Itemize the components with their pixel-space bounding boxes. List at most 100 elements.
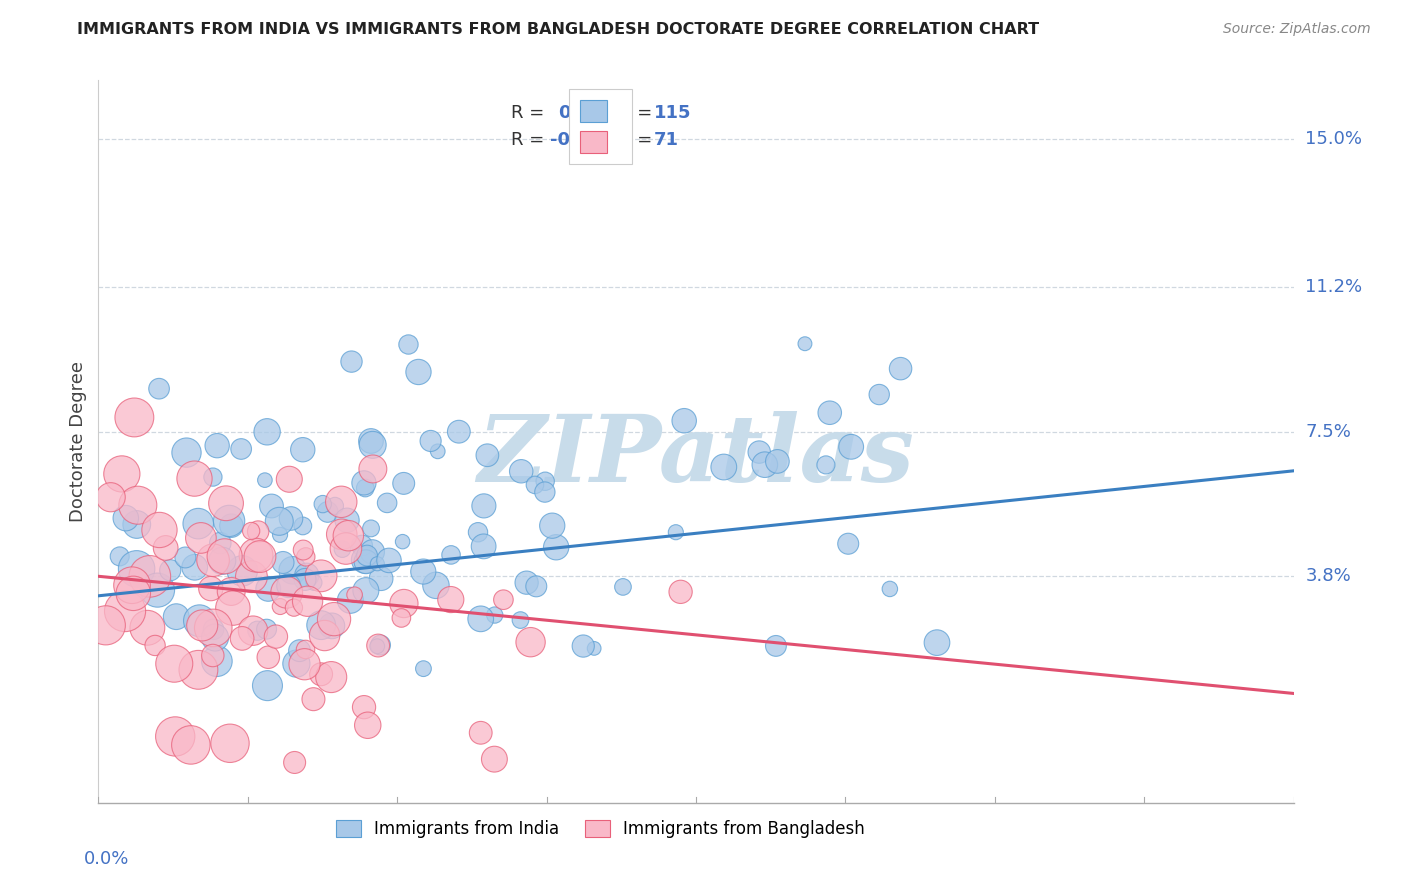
Point [302,692,325,706]
Point [202,622,225,636]
Point [211,554,233,568]
Point [330,495,353,509]
Point [253,473,276,487]
Point [260,499,283,513]
Point [839,440,862,454]
Text: 0.353: 0.353 [558,103,616,122]
Point [352,539,374,553]
Point [125,517,148,532]
Point [794,336,817,351]
Point [240,569,263,583]
Point [360,434,382,448]
Text: IMMIGRANTS FROM INDIA VS IMMIGRANTS FROM BANGLADESH DOCTORATE DEGREE CORRELATION: IMMIGRANTS FROM INDIA VS IMMIGRANTS FROM… [77,22,1039,37]
Point [205,439,228,453]
Point [370,572,392,586]
Point [890,361,912,376]
Point [748,445,770,459]
Point [673,414,696,428]
Point [354,481,377,495]
Point [314,628,336,642]
Point [470,726,492,740]
Point [426,444,449,458]
Point [375,496,398,510]
Point [187,663,209,677]
Point [277,579,299,593]
Point [295,568,318,582]
Point [335,541,357,556]
Point [281,563,304,577]
Point [353,475,375,490]
Point [143,639,166,653]
Point [361,545,384,559]
Text: 0.0%: 0.0% [83,850,129,868]
Point [183,472,205,486]
Point [366,557,388,571]
Point [221,518,243,533]
Point [484,608,506,623]
Point [159,563,181,577]
Point [425,578,447,592]
Point [187,516,209,531]
Point [470,612,492,626]
Point [713,460,735,475]
Point [669,585,692,599]
Point [323,499,346,513]
Point [136,621,159,635]
Point [492,592,515,607]
Point [269,528,291,542]
Point [412,565,434,579]
Point [360,521,382,535]
Point [378,553,401,567]
Point [408,365,430,379]
Point [818,406,841,420]
Point [276,585,298,599]
Point [340,354,363,368]
Point [336,513,359,527]
Point [612,580,634,594]
Point [583,641,606,656]
Point [297,594,319,608]
Point [180,738,202,752]
Point [292,543,315,558]
Point [353,700,375,714]
Point [321,670,343,684]
Point [361,462,384,476]
Point [148,523,170,537]
Point [392,597,415,611]
Point [280,511,302,525]
Point [247,524,270,539]
Point [122,586,145,600]
Point [332,542,354,557]
Point [509,613,531,627]
Point [294,642,316,657]
Point [257,650,280,665]
Point [510,464,533,478]
Point [215,496,238,510]
Text: R =: R = [510,130,544,149]
Point [100,490,122,504]
Point [572,639,595,653]
Point [366,639,388,653]
Point [284,756,307,770]
Point [114,604,136,618]
Point [814,458,837,472]
Point [477,448,499,462]
Point [240,524,263,538]
Point [389,611,412,625]
Point [309,667,332,681]
Point [127,498,149,512]
Point [165,730,187,744]
Point [121,578,143,592]
Text: 11.2%: 11.2% [1306,278,1362,296]
Point [114,511,136,525]
Point [165,609,187,624]
Point [257,582,280,596]
Text: -0.365: -0.365 [550,130,614,149]
Point [357,718,380,732]
Point [285,657,308,671]
Point [278,472,301,486]
Point [356,549,378,563]
Point [440,592,463,607]
Point [367,639,389,653]
Point [484,752,506,766]
